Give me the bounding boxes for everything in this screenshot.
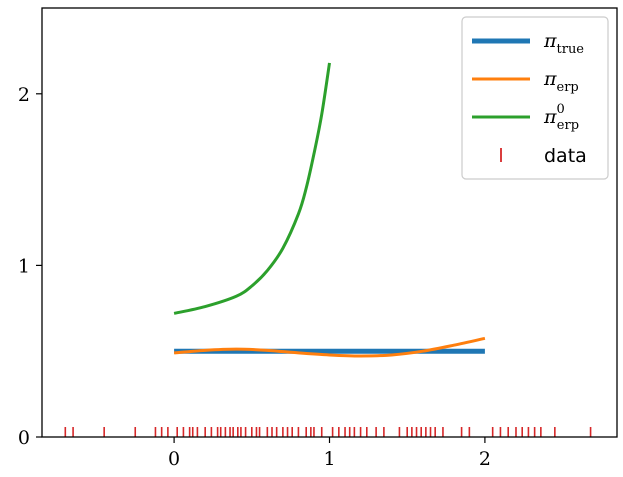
legend: πtrue πerp π0 erp data bbox=[461, 16, 609, 180]
axis-ticks: 0 1 2 0 1 2 bbox=[18, 84, 491, 470]
x-tick-label: 1 bbox=[323, 448, 335, 470]
x-tick-label: 2 bbox=[479, 448, 491, 470]
legend-label-1: πerp bbox=[543, 68, 579, 95]
y-tick-label: 0 bbox=[18, 427, 30, 449]
x-tick-label: 0 bbox=[168, 448, 180, 470]
y-tick-label: 1 bbox=[18, 255, 30, 277]
series-line-2 bbox=[173, 62, 331, 315]
y-tick-label: 2 bbox=[18, 84, 30, 106]
legend-label-2: π0 erp bbox=[543, 102, 579, 133]
legend-box bbox=[461, 16, 609, 180]
legend-label-data: data bbox=[544, 145, 587, 167]
series-line-1 bbox=[173, 336, 486, 358]
legend-label-0: πtrue bbox=[543, 30, 584, 57]
plot-area bbox=[64, 62, 592, 437]
